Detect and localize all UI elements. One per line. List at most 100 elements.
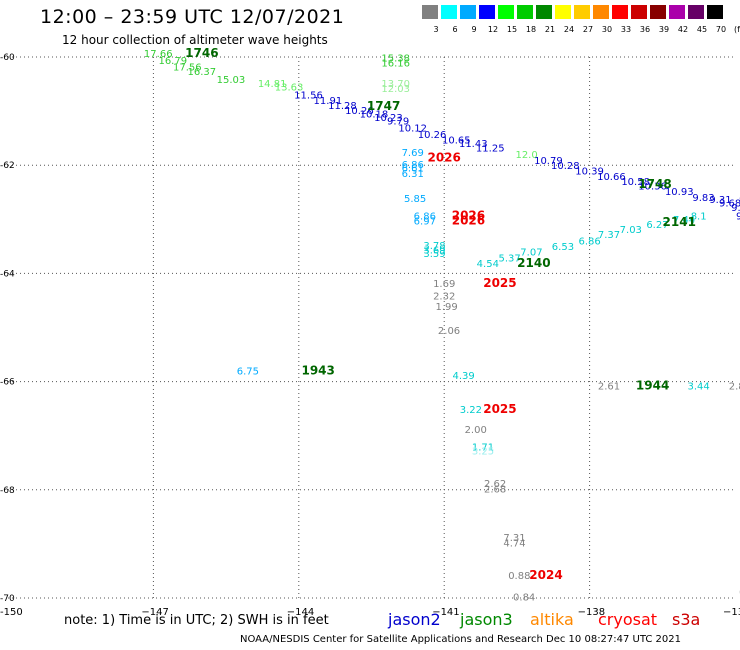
wave-height-label: 3.44: [688, 382, 710, 393]
time-label: 2140: [517, 256, 550, 270]
scale-unit: (ft): [733, 25, 740, 34]
wave-height-label: 12.0: [515, 150, 537, 161]
time-label: 2024: [529, 568, 562, 582]
y-tick-label: -70: [0, 594, 15, 604]
scale-swatch: [498, 5, 514, 19]
wave-height-label: 11.56: [294, 91, 323, 102]
wave-height-label: 0.84: [513, 593, 535, 604]
wave-height-label: 4.54: [477, 259, 499, 270]
scale-swatch: [574, 5, 590, 19]
wave-height-label: 2.32: [433, 291, 455, 302]
scale-label: 24: [563, 25, 575, 34]
wave-height-label: 15.38: [381, 53, 410, 64]
satellite-jason2: jason2: [388, 610, 441, 629]
scale-label: 42: [677, 25, 689, 34]
scale-swatch: [422, 5, 438, 19]
wave-height-label: 13.63: [275, 83, 304, 94]
wave-height-label: 1.69: [433, 279, 455, 290]
wave-height-label: 7.03: [620, 225, 642, 236]
x-tick-label: −147: [141, 607, 168, 618]
wave-height-label: 3.59: [423, 249, 445, 260]
wave-height-label: 2.00: [465, 425, 487, 436]
scale-label: 45: [696, 25, 708, 34]
wave-height-label: 11.43: [459, 139, 488, 150]
wave-height-label: 10.36: [638, 182, 667, 193]
wave-height-label: 10.39: [575, 166, 604, 177]
satellite-cryosat: cryosat: [598, 610, 658, 629]
wave-height-label: 3.25: [472, 447, 494, 458]
chart-subtitle: 12 hour collection of altimeter wave hei…: [62, 33, 328, 47]
wave-height-label: 0.88: [508, 571, 530, 582]
scale-swatch: [688, 5, 704, 19]
scale-swatch: [593, 5, 609, 19]
scale-swatch: [479, 5, 495, 19]
credit-line: NOAA/NESDIS Center for Satellite Applica…: [240, 634, 682, 645]
wave-height-label: 8.1: [691, 211, 707, 222]
wave-height-label: 2.68: [484, 485, 506, 496]
scale-swatch: [631, 5, 647, 19]
wave-height-label: 10.65: [442, 136, 471, 147]
time-label: 1943: [301, 364, 334, 378]
scale-swatch: [555, 5, 571, 19]
satellite-altika: altika: [530, 610, 574, 629]
wave-height-label: 14.81: [258, 79, 287, 90]
scale-label: 15: [506, 25, 518, 34]
wave-height-label: 1.71: [472, 442, 494, 453]
scale-label: 21: [544, 25, 556, 34]
scale-label: 39: [658, 25, 670, 34]
wave-height-label: 17.66: [144, 49, 173, 60]
y-tick-label: -66: [0, 378, 15, 388]
scale-swatch: [612, 5, 628, 19]
y-tick-label: -60: [0, 53, 15, 63]
wave-height-label: 6.86: [414, 211, 436, 222]
time-label: 2026: [452, 208, 485, 222]
satellite-jason3: jason3: [460, 610, 513, 629]
wave-height-label: 9.68: [719, 198, 740, 209]
scale-swatch: [536, 5, 552, 19]
wave-height-label: 10.58: [621, 177, 650, 188]
scale-swatch: [707, 5, 723, 19]
scale-swatch: [650, 5, 666, 19]
scale-label: 36: [639, 25, 651, 34]
scale-swatch: [460, 5, 476, 19]
wave-height-label: 3.69: [423, 245, 445, 256]
time-label: 2026: [427, 150, 460, 164]
wave-height-label: 9.28: [731, 203, 740, 214]
wave-height-label: 10.18: [360, 110, 389, 121]
wave-height-label: 10.28: [551, 161, 580, 172]
scale-swatch: [517, 5, 533, 19]
scale-label: 3: [433, 25, 439, 34]
wave-height-label: 4.39: [452, 371, 474, 382]
wave-height-label: 12.03: [381, 84, 410, 95]
x-tick-label: −141: [432, 607, 459, 618]
wave-height-label: 15.03: [217, 75, 246, 86]
wave-height-label: 5.85: [404, 194, 426, 205]
wave-height-label: 6.53: [552, 242, 574, 253]
scale-label: 30: [601, 25, 613, 34]
wave-height-label: 10.23: [374, 113, 403, 124]
wave-height-label: 10.93: [665, 187, 694, 198]
scale-label: 33: [620, 25, 632, 34]
time-labels: 1746174720261748214120262026214020251943…: [185, 46, 696, 582]
wave-height-label: 9.29: [736, 211, 740, 222]
wave-height-label: 11.91: [314, 96, 343, 107]
wave-height-label: 7.07: [520, 248, 542, 259]
scale-label: 18: [525, 25, 537, 34]
wave-height-label: 17.56: [173, 63, 202, 74]
time-label: 2025: [483, 402, 516, 416]
wave-height-label: 10.79: [534, 156, 563, 167]
wave-height-label: 6.86: [578, 237, 600, 248]
wave-height-label: 10.26: [345, 106, 374, 117]
y-tick-label: -62: [0, 161, 15, 171]
satellite-s3a: s3a: [672, 610, 701, 629]
wave-height-label: 1.99: [435, 302, 457, 313]
x-tick-label: -150: [0, 607, 23, 618]
wave-height-label: 2.61: [598, 382, 620, 393]
chart-title: 12:00 – 23:59 UTC 12/07/2021: [40, 6, 345, 28]
wave-height-label: 3.78: [423, 241, 445, 252]
wave-height-label: 9.31: [709, 195, 731, 206]
wave-height-label: 6.61: [402, 164, 424, 175]
scale-label: 12: [487, 25, 499, 34]
time-label: 1748: [638, 177, 671, 191]
wave-height-label: 7.69: [402, 148, 424, 159]
